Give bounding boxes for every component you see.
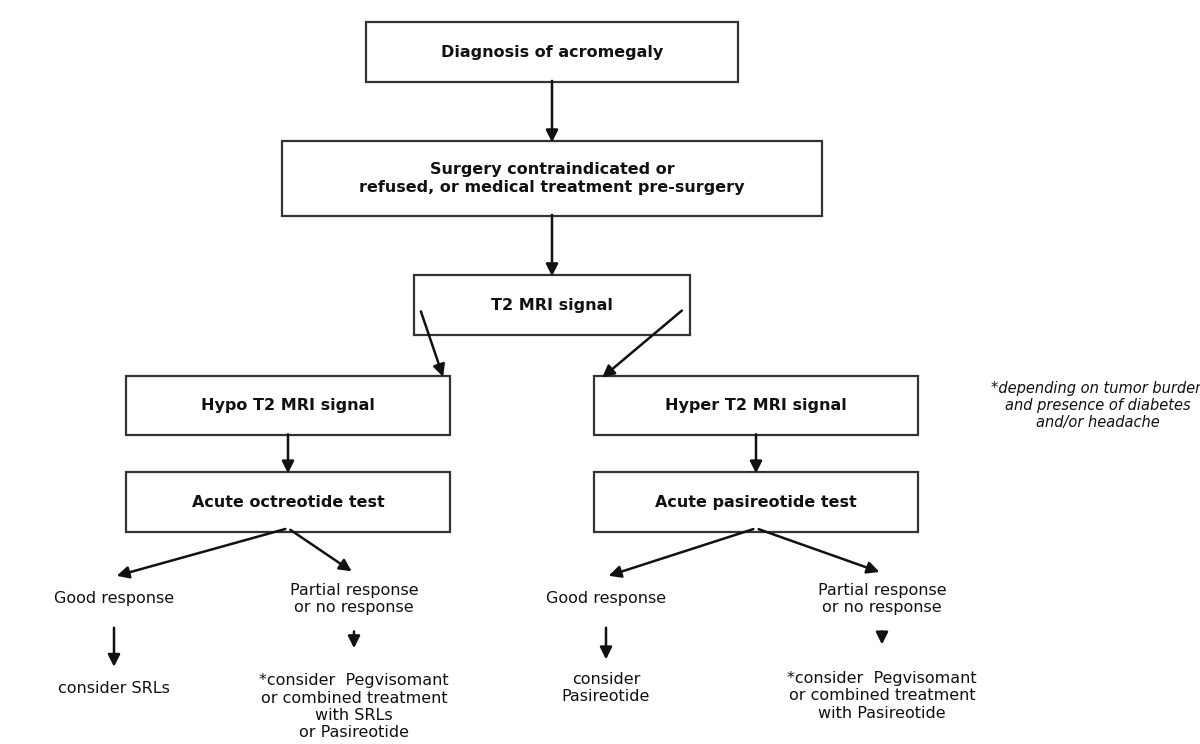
Text: Partial response
or no response: Partial response or no response bbox=[289, 583, 419, 615]
Text: consider SRLs: consider SRLs bbox=[58, 681, 170, 696]
Text: consider
Pasireotide: consider Pasireotide bbox=[562, 672, 650, 705]
FancyBboxPatch shape bbox=[126, 376, 450, 435]
Text: T2 MRI signal: T2 MRI signal bbox=[491, 298, 613, 312]
Text: Good response: Good response bbox=[546, 591, 666, 606]
Text: Hyper T2 MRI signal: Hyper T2 MRI signal bbox=[665, 398, 847, 413]
FancyBboxPatch shape bbox=[282, 141, 822, 216]
Text: *consider  Pegvisomant
or combined treatment
with SRLs
or Pasireotide: *consider Pegvisomant or combined treatm… bbox=[259, 673, 449, 740]
Text: Diagnosis of acromegaly: Diagnosis of acromegaly bbox=[440, 45, 664, 60]
FancyBboxPatch shape bbox=[594, 376, 918, 435]
Text: Acute pasireotide test: Acute pasireotide test bbox=[655, 495, 857, 510]
Text: Partial response
or no response: Partial response or no response bbox=[817, 583, 947, 615]
FancyBboxPatch shape bbox=[594, 472, 918, 532]
FancyBboxPatch shape bbox=[126, 472, 450, 532]
FancyBboxPatch shape bbox=[366, 22, 738, 82]
Text: Surgery contraindicated or
refused, or medical treatment pre-surgery: Surgery contraindicated or refused, or m… bbox=[359, 162, 745, 195]
FancyBboxPatch shape bbox=[414, 275, 690, 335]
Text: Acute octreotide test: Acute octreotide test bbox=[192, 495, 384, 510]
Text: *consider  Pegvisomant
or combined treatment
with Pasireotide: *consider Pegvisomant or combined treatm… bbox=[787, 671, 977, 720]
Text: Good response: Good response bbox=[54, 591, 174, 606]
Text: Hypo T2 MRI signal: Hypo T2 MRI signal bbox=[202, 398, 374, 413]
Text: *depending on tumor burden
and presence of diabetes
and/or headache: *depending on tumor burden and presence … bbox=[991, 381, 1200, 430]
